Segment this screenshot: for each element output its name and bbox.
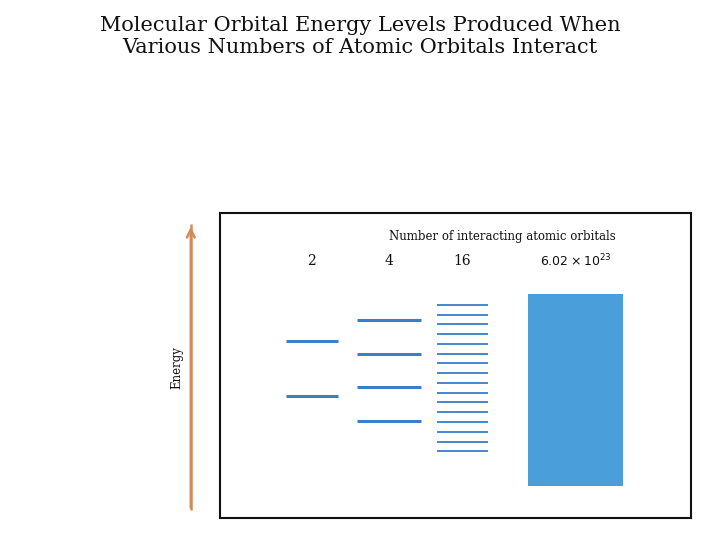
- Text: 16: 16: [454, 254, 472, 268]
- Text: Molecular Orbital Energy Levels Produced When
Various Numbers of Atomic Orbitals: Molecular Orbital Energy Levels Produced…: [99, 16, 621, 57]
- Text: $6.02 \times 10^{23}$: $6.02 \times 10^{23}$: [540, 252, 611, 269]
- Text: Number of interacting atomic orbitals: Number of interacting atomic orbitals: [390, 230, 616, 243]
- Text: 2: 2: [307, 254, 316, 268]
- Text: Energy: Energy: [170, 346, 183, 389]
- Bar: [528, 294, 623, 487]
- Text: 4: 4: [385, 254, 394, 268]
